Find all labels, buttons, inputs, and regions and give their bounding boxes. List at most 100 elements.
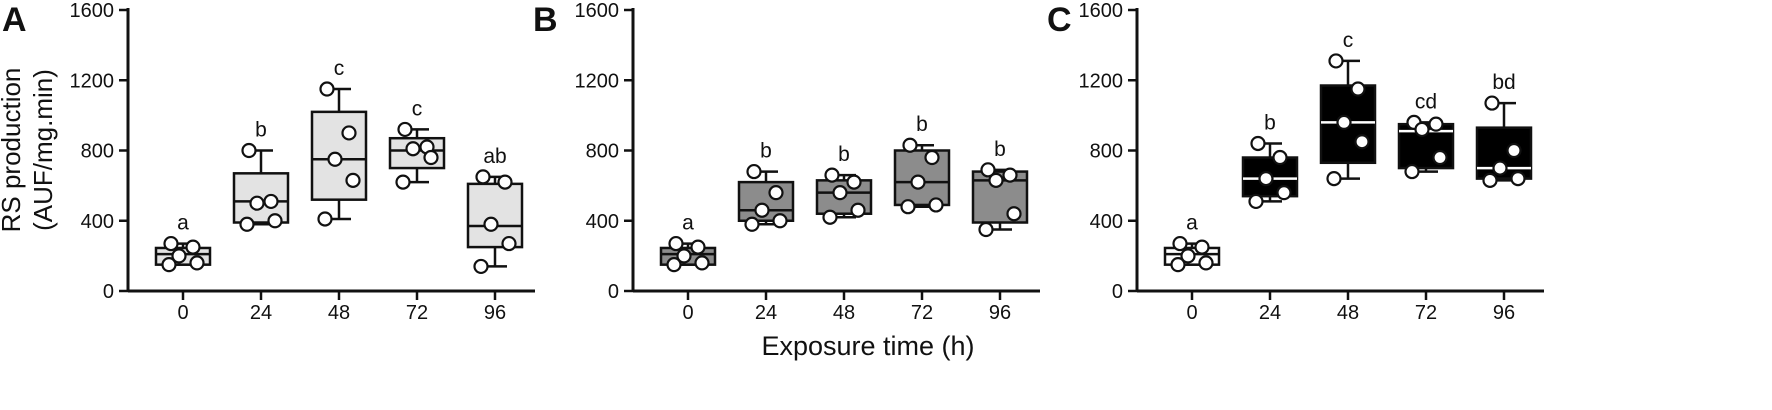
data-point xyxy=(163,235,179,252)
y-tick-label: 800 xyxy=(81,141,114,163)
data-point xyxy=(1414,121,1430,138)
data-point xyxy=(397,121,413,138)
y-tick-label: 800 xyxy=(1090,141,1123,163)
data-point xyxy=(263,193,279,210)
data-point xyxy=(161,257,177,273)
data-point xyxy=(1198,255,1214,271)
data-point xyxy=(928,197,944,213)
data-point xyxy=(189,255,205,271)
data-point xyxy=(239,216,255,232)
y-tick-label: 1600 xyxy=(1079,0,1124,22)
significance-letter: a xyxy=(177,212,189,235)
significance-letter: c xyxy=(334,57,345,80)
significance-letter: bd xyxy=(1492,71,1515,94)
y-tick-label: 1200 xyxy=(575,70,620,92)
data-point xyxy=(924,149,940,166)
data-point xyxy=(1432,149,1448,166)
x-axis-label: Exposure time (h) xyxy=(761,331,974,361)
y-axis-label-line2: (AUF/mg.min) xyxy=(28,69,58,231)
y-tick-label: 1600 xyxy=(575,0,620,22)
box-body xyxy=(466,182,524,249)
data-point xyxy=(501,235,517,252)
panel-letter: A xyxy=(2,1,27,39)
data-point xyxy=(666,257,682,273)
significance-letter: c xyxy=(412,97,423,120)
data-point xyxy=(676,248,692,264)
x-tick-label: 48 xyxy=(328,302,350,324)
significance-letter: ab xyxy=(483,145,506,168)
y-tick-label: 1200 xyxy=(1079,70,1124,92)
data-point xyxy=(405,141,421,157)
data-point xyxy=(497,174,513,190)
x-tick-label: 48 xyxy=(833,302,855,324)
data-point xyxy=(1510,171,1526,187)
data-point xyxy=(171,248,187,264)
data-point xyxy=(900,199,916,215)
significance-letter: a xyxy=(1186,212,1198,235)
x-tick-label: 48 xyxy=(1337,302,1359,324)
data-point xyxy=(1354,134,1370,150)
significance-letter: b xyxy=(916,113,928,136)
data-point xyxy=(690,239,706,255)
data-point xyxy=(978,221,994,238)
data-point xyxy=(744,216,760,232)
data-point xyxy=(1506,142,1522,159)
data-point xyxy=(1250,135,1266,152)
y-tick-label: 0 xyxy=(103,281,114,303)
box-96: b xyxy=(971,138,1029,238)
data-point xyxy=(1276,185,1292,201)
x-tick-label: 72 xyxy=(406,302,428,324)
box-0: a xyxy=(1163,212,1221,273)
data-point xyxy=(319,81,335,97)
box-72: b xyxy=(893,113,951,215)
data-point xyxy=(910,174,926,190)
data-point xyxy=(772,213,788,229)
data-point xyxy=(1194,239,1210,255)
box-96: bd xyxy=(1475,71,1533,188)
data-point xyxy=(249,195,265,211)
data-point xyxy=(822,209,838,225)
data-point xyxy=(317,211,333,227)
y-tick-label: 1200 xyxy=(70,70,115,92)
data-point xyxy=(902,137,918,153)
data-point xyxy=(341,125,357,141)
box-48: c xyxy=(310,57,368,227)
data-point xyxy=(473,258,489,275)
data-point xyxy=(754,202,770,218)
x-tick-label: 0 xyxy=(682,302,693,324)
box-48: c xyxy=(1319,29,1377,187)
y-axis-label-line1: RS production xyxy=(0,68,26,233)
box-96: ab xyxy=(466,145,524,275)
data-point xyxy=(1326,171,1342,187)
x-tick-label: 72 xyxy=(1415,302,1437,324)
data-point xyxy=(988,172,1004,188)
data-point xyxy=(768,185,784,201)
data-point xyxy=(846,174,862,190)
x-tick-label: 0 xyxy=(1186,302,1197,324)
box-24: b xyxy=(232,119,290,232)
x-tick-label: 96 xyxy=(484,302,506,324)
panel-letter: B xyxy=(533,1,558,39)
box-72: cd xyxy=(1397,90,1455,180)
data-point xyxy=(1258,171,1274,187)
data-point xyxy=(1170,257,1186,273)
x-tick-label: 96 xyxy=(1493,302,1515,324)
data-point xyxy=(185,239,201,255)
x-tick-label: 72 xyxy=(911,302,933,324)
data-point xyxy=(345,172,361,188)
data-point xyxy=(1006,206,1022,222)
significance-letter: b xyxy=(255,119,267,142)
data-point xyxy=(1180,248,1196,264)
data-point xyxy=(668,235,684,252)
significance-letter: cd xyxy=(1415,90,1437,113)
y-tick-label: 400 xyxy=(586,211,619,233)
data-point xyxy=(1248,193,1264,210)
data-point xyxy=(1172,235,1188,252)
box-24: b xyxy=(1241,111,1299,210)
data-point xyxy=(1428,116,1444,132)
data-point xyxy=(824,167,840,183)
significance-letter: b xyxy=(838,143,850,166)
data-point xyxy=(327,151,343,167)
data-point xyxy=(980,162,996,178)
